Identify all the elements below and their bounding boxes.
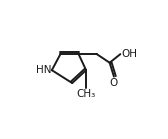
Text: OH: OH	[121, 49, 137, 59]
Text: HN: HN	[36, 65, 51, 75]
Text: CH₃: CH₃	[76, 90, 96, 100]
Text: O: O	[110, 78, 118, 88]
